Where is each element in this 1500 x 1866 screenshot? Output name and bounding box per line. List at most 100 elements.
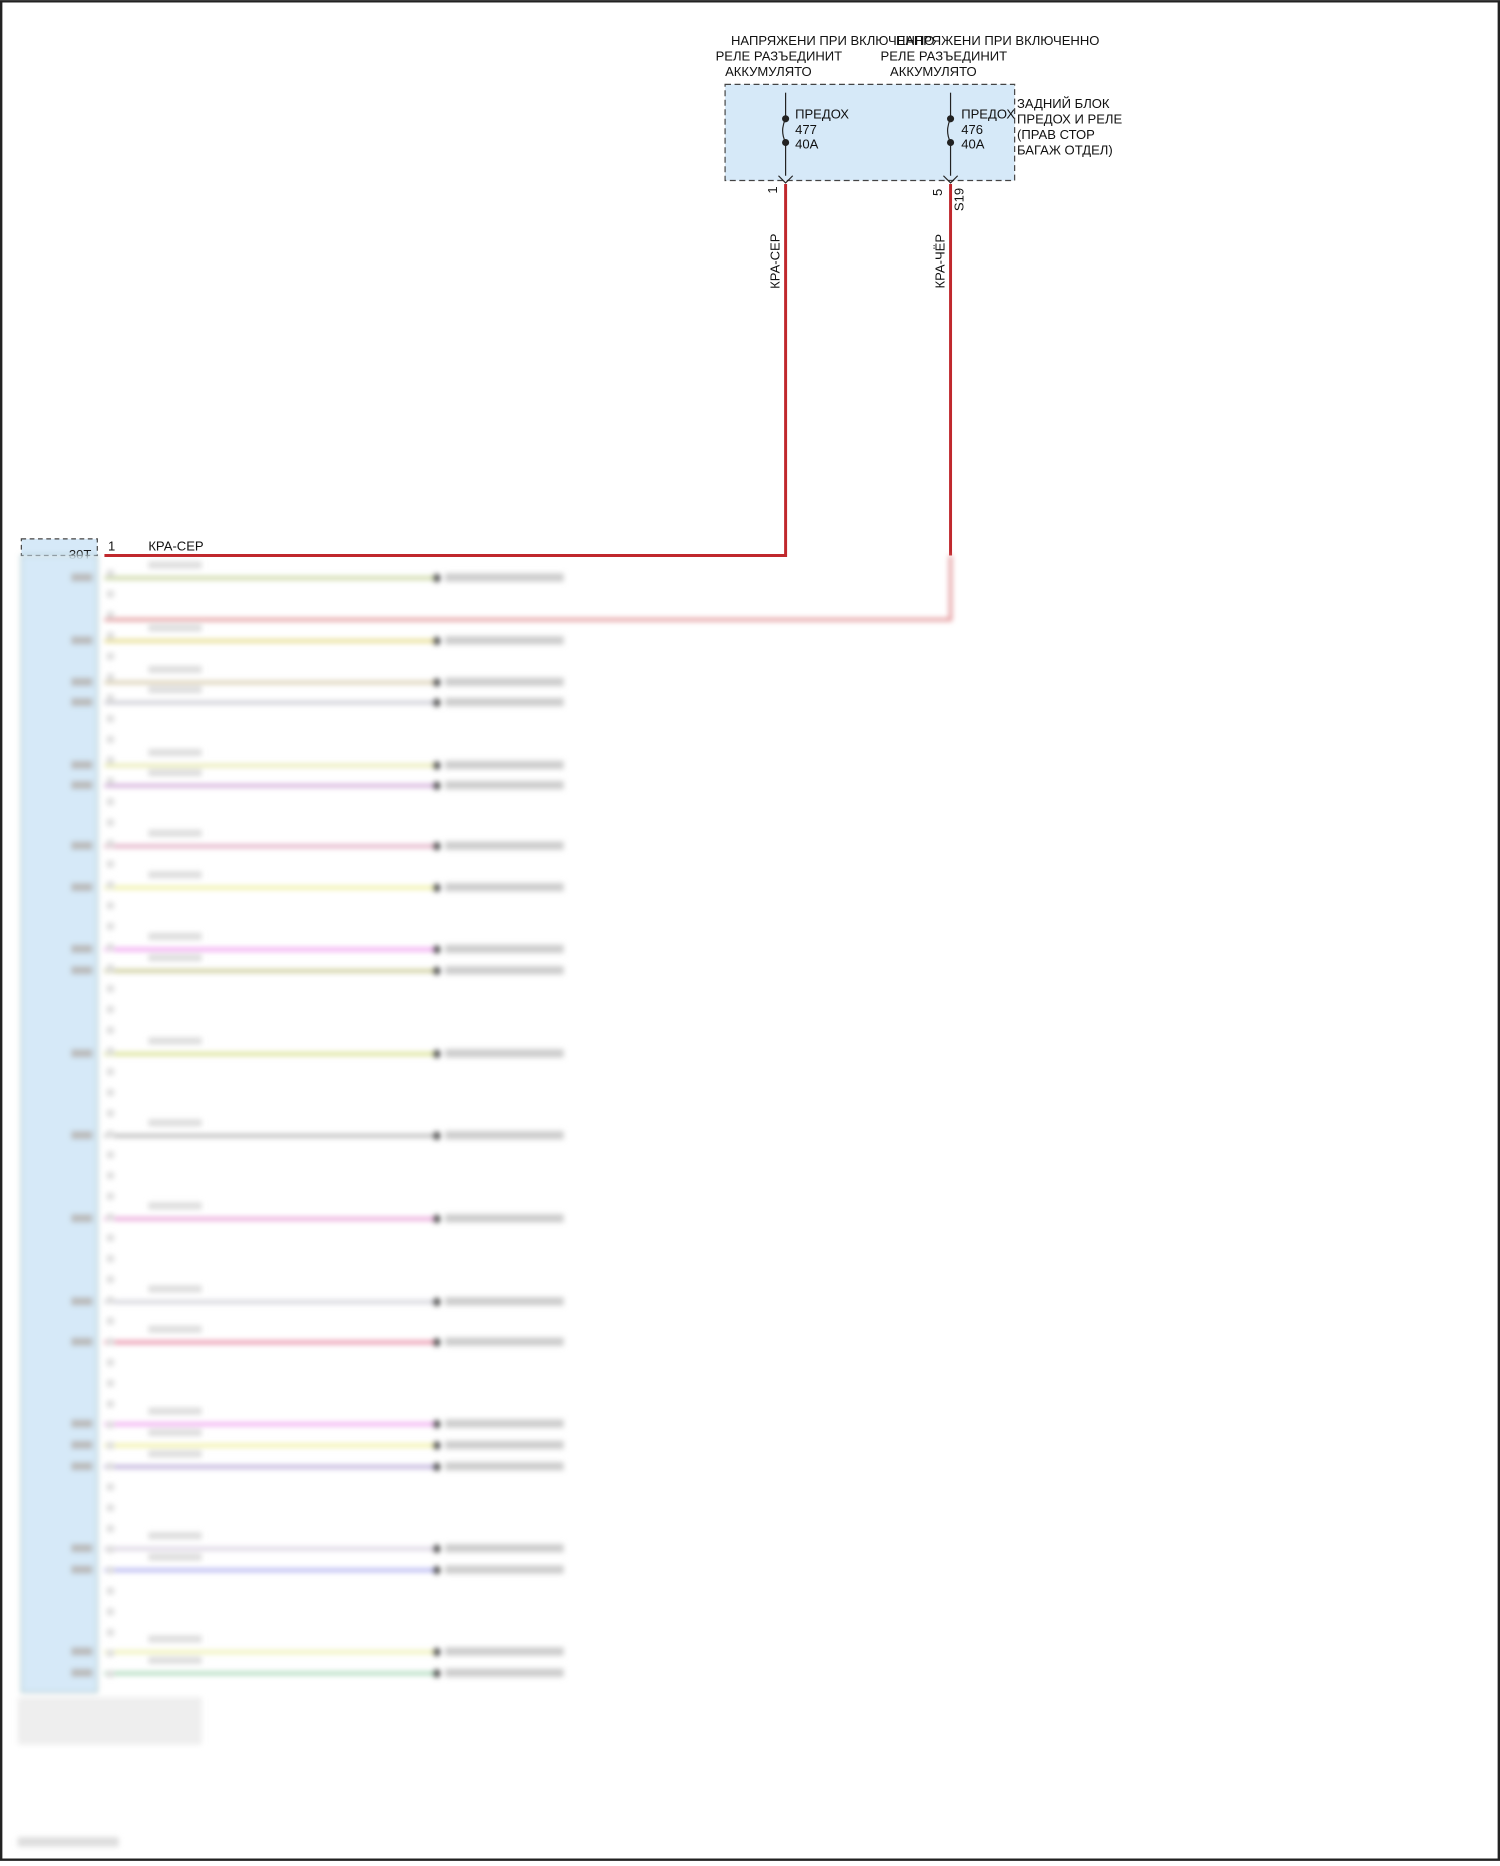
fuse-number: 476 bbox=[961, 122, 983, 137]
pin-number bbox=[106, 652, 114, 660]
pin-number bbox=[106, 1441, 114, 1450]
splice-dot bbox=[432, 842, 441, 851]
pin-number bbox=[106, 1296, 114, 1304]
pin-number bbox=[106, 735, 114, 743]
blurred-text bbox=[445, 697, 564, 707]
splice-dot bbox=[432, 1647, 441, 1657]
supply-label: НАПРЯЖЕНИ ПРИ ВКЛЮЧЕННО РЕЛЕ РАЗЪЕДИНИТ … bbox=[716, 33, 935, 79]
pin-number bbox=[106, 1608, 114, 1616]
blurred-text bbox=[148, 871, 202, 879]
connector-body bbox=[20, 554, 98, 1693]
pin-number bbox=[106, 1234, 114, 1242]
pin-number bbox=[106, 1462, 114, 1470]
blurred-text bbox=[445, 1440, 564, 1450]
blurred-text bbox=[445, 1647, 564, 1656]
blurred-text bbox=[148, 1285, 202, 1293]
pin-number bbox=[106, 1026, 114, 1034]
wire-label: КРА-СЕР bbox=[768, 233, 783, 289]
blurred-text bbox=[445, 1337, 564, 1346]
blurred-text bbox=[71, 697, 93, 707]
fuse bbox=[778, 92, 794, 184]
blurred-text bbox=[148, 624, 202, 632]
splice-dot bbox=[432, 1420, 441, 1429]
pin-number bbox=[106, 1109, 114, 1117]
pin-number bbox=[106, 1649, 114, 1657]
splice-dot bbox=[432, 1214, 441, 1224]
blurred-text bbox=[71, 1462, 93, 1471]
fuse-block-label: ЗАДНИЙ БЛОК ПРЕДОХ И РЕЛЕ (ПРАВ СТОР БАГ… bbox=[1017, 96, 1122, 157]
label-line: БАГАЖ ОТДЕЛ) bbox=[1017, 142, 1113, 157]
blurred-text bbox=[445, 1544, 564, 1553]
pin-number bbox=[106, 1005, 114, 1013]
blurred-text bbox=[148, 1656, 202, 1664]
blurred-text bbox=[71, 780, 93, 790]
blurred-text bbox=[71, 1337, 93, 1346]
splice-dot bbox=[432, 761, 441, 770]
blurred-text bbox=[445, 1131, 564, 1140]
blurred-text bbox=[445, 966, 564, 975]
fuse-block bbox=[724, 83, 1016, 182]
pin-number bbox=[106, 860, 114, 868]
fuse-rating: 40A bbox=[795, 136, 819, 151]
pin-number bbox=[106, 1171, 114, 1180]
pin-number bbox=[106, 777, 114, 785]
pin-number bbox=[106, 1192, 114, 1200]
blurred-text bbox=[445, 1565, 564, 1574]
pin-number bbox=[106, 964, 114, 972]
blurred-text bbox=[71, 636, 93, 645]
blurred-text bbox=[445, 1049, 564, 1058]
blurred-text bbox=[71, 1049, 93, 1058]
pin-number: 5 bbox=[930, 189, 945, 196]
pin-number: 1 bbox=[765, 186, 780, 193]
pin-number bbox=[106, 1670, 114, 1678]
blurred-text bbox=[445, 1297, 564, 1306]
pin-number bbox=[106, 1421, 114, 1429]
blurred-text bbox=[71, 1214, 93, 1223]
wire bbox=[104, 184, 788, 557]
pin-number bbox=[106, 881, 114, 889]
fuse-name: ПРЕДОХ bbox=[961, 107, 1015, 122]
blurred-text bbox=[71, 966, 93, 975]
pin-number bbox=[106, 1047, 114, 1055]
wire-label: КРА-СЕР bbox=[148, 539, 204, 554]
splice-dot bbox=[432, 1297, 441, 1307]
splice-dot bbox=[432, 966, 441, 976]
pin-number bbox=[106, 1130, 114, 1138]
label-line: НАПРЯЖЕНИ ПРИ ВКЛЮЧЕННО bbox=[896, 33, 1099, 48]
blurred-text bbox=[71, 1131, 93, 1140]
fuse bbox=[943, 92, 959, 184]
blurred-text bbox=[445, 780, 564, 790]
blurred-text bbox=[71, 1297, 93, 1306]
blurred-text bbox=[148, 1553, 202, 1561]
splice-dot bbox=[432, 678, 441, 687]
blurred-text bbox=[445, 636, 564, 645]
splice-dot bbox=[432, 1338, 441, 1347]
blurred-text bbox=[148, 769, 202, 777]
blurred-text bbox=[148, 748, 202, 757]
splice-dot bbox=[432, 1049, 441, 1059]
pin-number bbox=[106, 569, 114, 577]
blurred-text bbox=[148, 1450, 202, 1458]
pin-number bbox=[106, 902, 114, 910]
blurred-text bbox=[17, 1697, 202, 1745]
blurred-text bbox=[445, 1419, 564, 1428]
pin-number bbox=[106, 673, 114, 681]
splice-dot bbox=[432, 1131, 441, 1140]
blurred-text bbox=[148, 954, 202, 962]
pin-number bbox=[106, 694, 114, 702]
label-line: НАПРЯЖЕНИ ПРИ ВКЛЮЧЕННО bbox=[731, 33, 934, 48]
pin-number bbox=[106, 1358, 114, 1367]
blurred-text bbox=[445, 944, 564, 954]
splice-label: S19 bbox=[952, 188, 967, 211]
blurred-text bbox=[71, 1440, 93, 1450]
supply-label: НАПРЯЖЕНИ ПРИ ВКЛЮЧЕННО РЕЛЕ РАЗЪЕДИНИТ … bbox=[881, 33, 1100, 79]
fuse-name: ПРЕДОХ bbox=[795, 107, 849, 122]
pin-number bbox=[106, 756, 114, 764]
pin-number bbox=[106, 611, 114, 619]
blurred-text bbox=[71, 1544, 93, 1553]
pin-number bbox=[106, 1068, 114, 1076]
splice-dot bbox=[432, 883, 441, 892]
splice-dot bbox=[432, 573, 441, 583]
blurred-text bbox=[148, 561, 202, 569]
